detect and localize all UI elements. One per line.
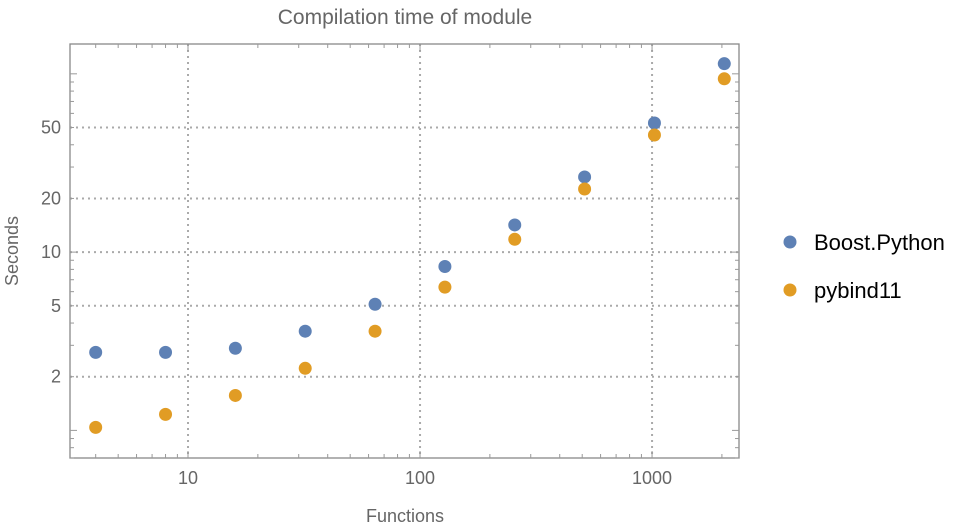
- x-tick-label: 10: [178, 468, 198, 488]
- y-tick-label: 50: [41, 117, 61, 137]
- y-tick-label: 2: [51, 367, 61, 387]
- legend-marker-boost-python: [783, 235, 797, 249]
- data-point-boost-python: [298, 324, 312, 338]
- y-tick-label: 5: [51, 296, 61, 316]
- data-point-pybind11: [159, 407, 173, 421]
- data-point-boost-python: [159, 345, 173, 359]
- legend-label-boost-python: Boost.Python: [814, 230, 945, 255]
- data-point-boost-python: [717, 57, 731, 71]
- y-tick-label: 10: [41, 242, 61, 262]
- x-axis-title: Functions: [366, 506, 444, 525]
- data-point-pybind11: [508, 232, 522, 246]
- data-point-boost-python: [438, 260, 452, 274]
- data-point-pybind11: [717, 72, 731, 86]
- y-axis-title: Seconds: [2, 216, 22, 286]
- data-points: [89, 57, 731, 434]
- data-point-pybind11: [298, 361, 312, 375]
- data-point-boost-python: [508, 218, 522, 232]
- data-point-pybind11: [368, 324, 382, 338]
- data-point-boost-python: [578, 170, 592, 184]
- plot-frame: [69, 43, 740, 459]
- data-point-pybind11: [228, 388, 242, 402]
- axis-ticks: 10 100 1000 2 5 10 20 50: [41, 44, 739, 488]
- data-point-pybind11: [578, 182, 592, 196]
- data-point-boost-python: [228, 341, 242, 355]
- x-tick-label: 100: [405, 468, 435, 488]
- y-tick-label: 20: [41, 188, 61, 208]
- chart-title: Compilation time of module: [278, 6, 532, 29]
- grid: [70, 44, 739, 458]
- data-point-boost-python: [368, 297, 382, 311]
- data-point-pybind11: [438, 280, 452, 294]
- data-point-boost-python: [89, 345, 103, 359]
- legend-label-pybind11: pybind11: [814, 278, 902, 303]
- x-tick-label: 1000: [632, 468, 672, 488]
- data-point-boost-python: [647, 116, 661, 130]
- legend-marker-pybind11: [783, 283, 797, 297]
- data-point-pybind11: [647, 128, 661, 142]
- legend: Boost.Python pybind11: [783, 230, 945, 303]
- data-point-pybind11: [89, 420, 103, 434]
